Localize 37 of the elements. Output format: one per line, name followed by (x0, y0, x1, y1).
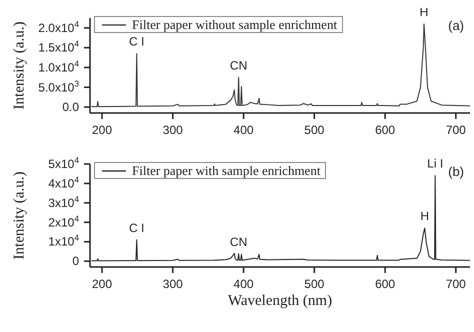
x-tick-label: 200 (92, 123, 112, 137)
x-tick-label: 400 (234, 277, 254, 291)
x-tick-label: 500 (304, 277, 325, 291)
y-tick-label: 4x10$^{4}$ (48, 174, 80, 190)
y-tick-label: 2.0x10$^{4}$ (38, 18, 80, 35)
annotation: H (420, 4, 428, 19)
annotation: CN (230, 234, 248, 249)
annotation: C I (129, 34, 144, 49)
annotation: C I (129, 220, 144, 235)
y-tick-label: 1.5x10$^{4}$ (38, 38, 80, 55)
x-tick-label: 600 (375, 123, 396, 137)
y-tick-label: 5x10$^{4}$ (48, 155, 80, 171)
y-tick-label: 0.0 (62, 100, 80, 114)
legend-label: Filter paper without sample enrichment (132, 17, 338, 32)
annotation: (b) (448, 164, 464, 179)
x-tick-label: 500 (304, 123, 325, 137)
legend-label: Filter paper with sample enrichment (132, 163, 320, 178)
y-tick-label: 1.0x10$^{4}$ (38, 58, 80, 74)
x-axis-title: Wavelength (nm) (228, 293, 332, 309)
y-tick-label: 1x10$^{4}$ (48, 232, 80, 249)
annotation: CN (230, 58, 248, 72)
x-tick-label: 700 (446, 123, 466, 137)
x-tick-label: 700 (446, 277, 466, 291)
x-tick-label: 200 (92, 277, 112, 291)
x-tick-label: 400 (234, 123, 254, 137)
annotation: H (420, 209, 430, 224)
y-tick-label: 5.0x10$^{3}$ (38, 78, 80, 94)
x-tick-label: 300 (162, 123, 184, 137)
annotation: Li I (427, 156, 444, 171)
y-tick-label: 2x10$^{4}$ (48, 213, 80, 230)
y-axis-title: Intensity (a.u.) (11, 22, 28, 110)
y-axis-title: Intensity (a.u.) (11, 172, 28, 260)
y-tick-label: 3x10$^{4}$ (48, 194, 80, 210)
x-tick-label: 600 (375, 277, 396, 291)
y-tick-label: 0 (72, 254, 80, 268)
x-tick-label: 300 (162, 277, 184, 291)
annotation: (a) (448, 18, 464, 33)
